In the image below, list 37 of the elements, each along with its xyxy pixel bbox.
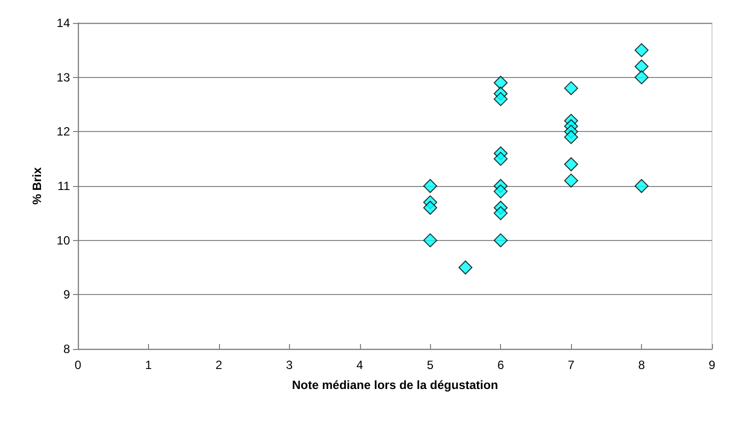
y-tick-label: 14	[56, 16, 70, 30]
x-tick-label: 6	[497, 358, 504, 372]
y-tick-label: 10	[56, 233, 70, 248]
point	[494, 233, 508, 248]
point	[634, 70, 649, 84]
point	[423, 179, 438, 193]
y-tick-label: 11	[58, 179, 70, 193]
y-tick-label: 9	[63, 288, 70, 302]
y-tick-label: 13	[56, 70, 70, 84]
point	[564, 157, 578, 172]
x-tick-label: 9	[708, 358, 716, 372]
x-tick-label: 4	[356, 358, 364, 372]
x-tick-label: 1	[145, 358, 152, 372]
y-tick-label: 8	[63, 342, 70, 356]
x-tick-label: 8	[638, 358, 646, 372]
x-axis-title: Note médiane lors de la dégustation	[292, 378, 498, 392]
point	[423, 233, 438, 248]
x-tick-label: 0	[74, 358, 82, 372]
x-tick-label: 7	[568, 358, 575, 372]
y-tick-label: 12	[56, 124, 70, 139]
point	[494, 184, 508, 198]
x-tick-label: 5	[426, 358, 434, 372]
point	[494, 76, 508, 90]
point	[494, 152, 508, 166]
point	[494, 206, 508, 220]
x-tick-label: 2	[216, 358, 223, 372]
x-tick-label: 3	[286, 358, 293, 372]
point	[564, 174, 578, 188]
point	[634, 179, 649, 193]
point	[564, 81, 578, 96]
point	[634, 59, 649, 74]
point	[494, 92, 508, 106]
point	[458, 260, 472, 274]
point	[634, 43, 649, 58]
point	[564, 130, 578, 144]
point	[423, 200, 438, 215]
y-axis-title: % Brix	[30, 167, 44, 205]
